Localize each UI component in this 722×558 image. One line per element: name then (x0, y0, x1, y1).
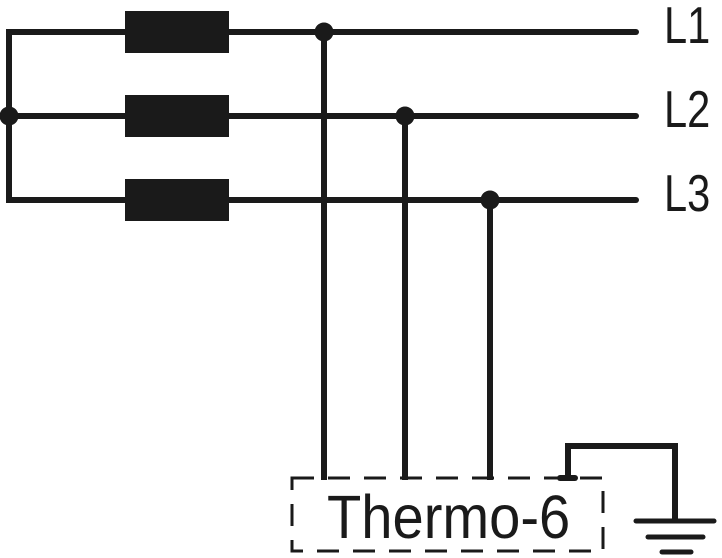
svg-text:L1: L1 (664, 0, 710, 54)
svg-text:Thermo-6: Thermo-6 (327, 484, 570, 552)
svg-text:L2: L2 (664, 80, 710, 139)
svg-text:L3: L3 (664, 164, 710, 223)
